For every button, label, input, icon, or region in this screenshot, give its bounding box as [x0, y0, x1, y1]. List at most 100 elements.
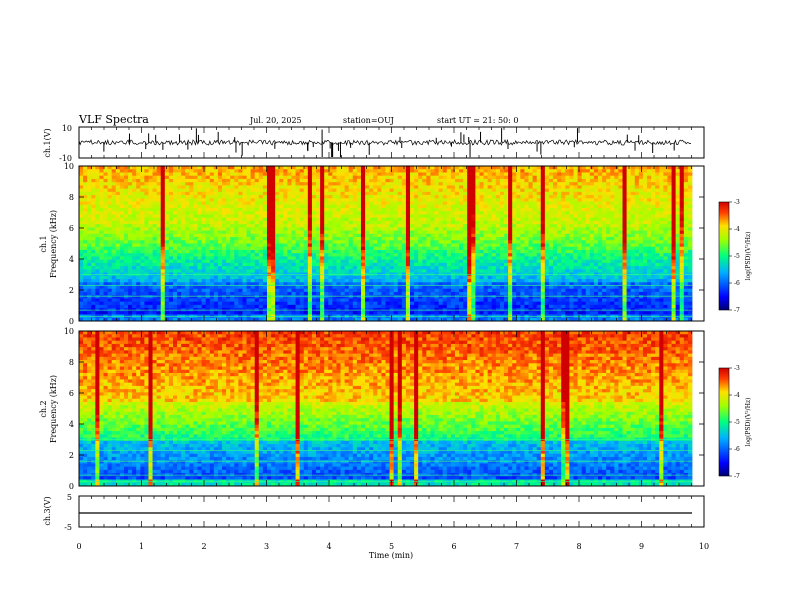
spec1-cell: [410, 269, 415, 273]
spec1-cell: [271, 311, 276, 315]
spec1-cell: [99, 311, 104, 315]
spec1-cell: [107, 301, 113, 306]
spec1-cell: [434, 301, 440, 306]
spec1-cell: [193, 227, 198, 231]
spec1-cell: [311, 275, 317, 280]
spec1-cell: [144, 298, 149, 303]
spec1-cell: [95, 211, 100, 215]
spec1-cell: [115, 240, 121, 244]
spec1-cell: [389, 288, 395, 293]
spec1-cell: [393, 188, 399, 193]
spec1-cell: [291, 298, 296, 303]
spec1-cell: [87, 291, 92, 296]
spec1-cell: [156, 169, 162, 173]
spec1-cell: [103, 204, 109, 209]
spec1-cell: [365, 288, 370, 293]
spec1-cell: [360, 182, 366, 186]
spec1-cell: [262, 285, 268, 290]
spec1-cell: [87, 207, 92, 212]
spec1-cell: [360, 275, 366, 280]
spec1-cell: [238, 220, 243, 225]
spec1-cell: [99, 185, 104, 190]
spec1-cell: [83, 233, 88, 238]
spec1-cell: [356, 188, 362, 193]
spec1-cell: [291, 175, 296, 180]
spec1-cell: [234, 311, 239, 315]
spec1-cell: [91, 256, 96, 261]
spec1-cell: [132, 262, 137, 267]
spec1-cell: [132, 249, 137, 254]
spec1-cell: [209, 237, 215, 241]
spec1-cell: [377, 253, 382, 257]
spec1-cell: [111, 227, 117, 231]
spec1-cell: [291, 249, 296, 254]
spec1-cell: [177, 282, 182, 286]
spec1-cell: [328, 204, 333, 209]
spec1-cell: [397, 169, 403, 173]
spec1-cell: [418, 172, 423, 177]
spec1-cell: [295, 220, 301, 225]
spec1-cell: [414, 262, 419, 267]
spec1-cell: [95, 227, 100, 231]
spec1-cell: [107, 246, 113, 251]
spec1-cell: [185, 298, 190, 303]
spec1-cell: [226, 259, 231, 264]
spec1-cell: [332, 195, 337, 199]
spec1-cell: [348, 227, 354, 231]
spec1-cell: [344, 188, 350, 193]
spec1-cell: [160, 230, 166, 235]
spec1-cell: [99, 298, 104, 303]
spec1-cell: [197, 217, 202, 222]
spec1-cell: [246, 185, 252, 190]
spec1-cell: [450, 301, 456, 306]
spec1-cell: [454, 191, 460, 196]
spec1-cell: [442, 175, 448, 180]
spec1-cell: [393, 175, 399, 180]
spec1-cell: [262, 262, 268, 267]
spec1-cell: [79, 246, 84, 251]
spec1-cell: [381, 195, 386, 199]
spec1-cell: [299, 295, 305, 299]
spec1-cell: [177, 288, 182, 293]
spec1-cell: [160, 185, 166, 190]
spec1-cell: [156, 172, 162, 177]
spec1-cell: [495, 230, 501, 235]
spec1-cell: [401, 211, 407, 215]
spec1-cell: [132, 259, 137, 264]
spec1-cell: [340, 237, 346, 241]
spec1-cell: [242, 191, 247, 196]
spec1-cell: [459, 259, 464, 264]
spec1-cell: [352, 230, 358, 235]
spec1-cell: [246, 211, 252, 215]
spec1-cell: [246, 256, 252, 261]
spec1-cell: [140, 230, 145, 235]
spec1-cell: [365, 269, 370, 273]
spec1-cell: [434, 211, 440, 215]
spec1-cell: [434, 311, 440, 315]
spec1-cell: [487, 291, 493, 296]
spec1-cell: [491, 198, 497, 202]
spec1-cell: [275, 214, 280, 219]
spec1-cell: [254, 172, 260, 177]
spec1-cell: [373, 178, 378, 183]
spec1-cell: [242, 291, 247, 296]
spec1-cell: [115, 217, 121, 222]
spec1-cell: [152, 182, 158, 186]
spec1-cell: [348, 188, 354, 193]
spec1-cell: [103, 172, 109, 177]
spec1-cell: [426, 275, 431, 280]
spec1-cell: [303, 166, 309, 170]
spec1-cell: [168, 285, 174, 290]
spec1-cell: [217, 178, 223, 183]
spec1-cell: [164, 262, 170, 267]
spec1-cell: [471, 240, 476, 244]
spec1-cell: [475, 217, 480, 222]
spec1-cell: [128, 269, 133, 273]
spec1-cell: [401, 237, 407, 241]
spec1-cell: [246, 243, 252, 248]
spec1-cell: [79, 285, 84, 290]
spec1-cell: [197, 298, 202, 303]
spec1-cell: [168, 259, 174, 264]
spec1-cell: [168, 220, 174, 225]
spec1-cell: [365, 237, 370, 241]
